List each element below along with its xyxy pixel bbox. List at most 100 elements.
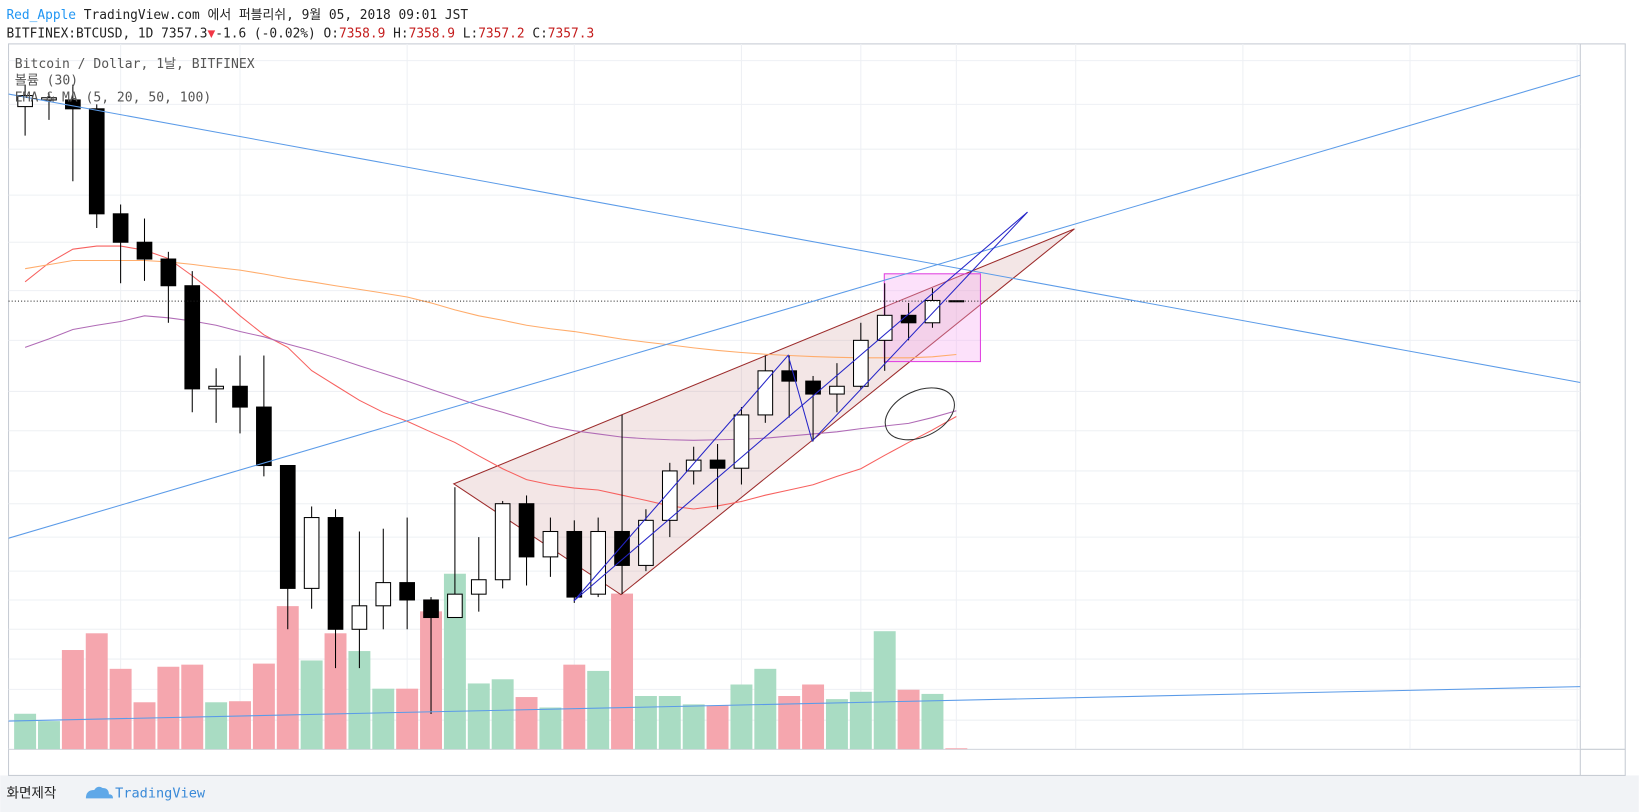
volume-bar	[754, 668, 777, 750]
volume-bar	[38, 721, 60, 750]
candle-body	[279, 464, 296, 589]
brand-logo	[85, 786, 114, 799]
header-segment: 7358.9	[409, 27, 455, 42]
volume-bar	[157, 666, 180, 750]
legend-ma: EMA & MA (5, 20, 50, 100)	[15, 90, 211, 105]
candle-body	[638, 519, 654, 566]
candle-body	[494, 503, 511, 581]
candle-body	[590, 530, 607, 595]
candle-body	[41, 97, 57, 101]
candle-body	[876, 314, 893, 341]
header-segment: C:	[525, 27, 548, 42]
header-segment: -1.6 (-0.02%)	[215, 27, 316, 42]
volume-bar	[348, 651, 371, 750]
volume-bar	[921, 693, 944, 750]
ma-line	[25, 259, 957, 359]
ma-lines	[24, 245, 957, 510]
candle-body	[88, 108, 105, 215]
volume-bar	[730, 684, 753, 750]
volume-bar	[85, 633, 108, 750]
volume-bar	[778, 696, 801, 750]
candle-body	[781, 370, 798, 382]
candle-body	[399, 582, 415, 601]
volume-bar	[539, 707, 562, 750]
volume-bar	[897, 689, 920, 750]
brand[interactable]: TradingView	[115, 785, 206, 801]
header-segment: L:	[455, 27, 478, 42]
candle-body	[852, 339, 869, 387]
volume-bar	[825, 699, 848, 750]
candle-body	[423, 599, 439, 619]
legend-title: Bitcoin / Dollar, 1날, BITFINEX	[15, 57, 255, 72]
volume-bar	[682, 704, 705, 750]
candle-body	[733, 414, 750, 469]
candle-body	[256, 406, 272, 467]
candle-body	[661, 470, 678, 521]
candle-body	[685, 459, 702, 472]
candle-body	[470, 579, 487, 595]
candle-body	[900, 314, 917, 324]
trend-line	[8, 74, 1581, 539]
header-segment: 7357.2	[478, 27, 524, 42]
candle-body	[160, 258, 177, 287]
volume-bar	[802, 684, 825, 750]
zigzag	[573, 211, 1028, 602]
volume-bar	[276, 606, 299, 750]
volume-bar	[133, 702, 156, 750]
volume-bar	[300, 660, 323, 750]
volume-bar	[491, 679, 514, 750]
volume-bar	[945, 748, 968, 750]
volume-bar	[587, 670, 610, 750]
header-segment: H:	[385, 27, 408, 42]
volume-bar	[229, 701, 251, 750]
volume-bar	[109, 668, 132, 750]
volume-bar	[611, 593, 634, 750]
ma-line	[24, 245, 957, 510]
volume-bar	[61, 650, 84, 750]
ellipse	[884, 387, 955, 441]
header: Red_Apple TradingView.com 에서 퍼블리쉬, 9월 05…	[6, 8, 594, 42]
volume-bar	[372, 688, 395, 750]
volume-bar	[181, 664, 204, 750]
candle-body	[805, 380, 821, 395]
volume-bar	[634, 696, 657, 750]
volume-bar	[706, 705, 729, 750]
volume-bar	[467, 683, 490, 750]
header-line2: BITFINEX:BTCUSD, 1D 7357.3▼-1.6 (-0.02%)…	[6, 27, 594, 42]
candle-body	[375, 582, 392, 607]
trend-line	[8, 93, 1581, 384]
volume-bar	[205, 702, 228, 750]
candle-body	[709, 459, 726, 469]
candle-body	[208, 385, 224, 390]
candle-body	[184, 285, 201, 390]
candle-body	[112, 213, 129, 243]
candle-body	[136, 241, 153, 260]
footer-bar	[0, 775, 1639, 812]
header-segment: Red_Apple	[6, 8, 76, 23]
header-segment: BITFINEX:BTCUSD, 1D 7357.3	[6, 27, 207, 42]
legend-volume: 볼륨 (30)	[15, 74, 78, 89]
ma-line	[24, 315, 957, 441]
volume-bar	[14, 713, 37, 750]
candle-body	[518, 503, 535, 558]
trend-line	[8, 686, 1581, 722]
drawings-over	[8, 74, 1581, 722]
volume-bar	[658, 696, 681, 750]
candle-body	[924, 299, 941, 324]
header-segment: 7358.9	[339, 27, 385, 42]
candle-body	[303, 517, 320, 589]
header-segment: ▼	[208, 27, 216, 42]
header-line1: Red_Apple TradingView.com 에서 퍼블리쉬, 9월 05…	[6, 8, 468, 23]
volume-bar	[873, 631, 896, 750]
volume-bar	[563, 664, 586, 750]
header-segment: O:	[316, 27, 339, 42]
candle-body	[542, 530, 559, 558]
header-segment: TradingView.com 에서 퍼블리쉬, 9월 05, 2018 09:…	[76, 8, 468, 23]
candle-body	[17, 95, 33, 108]
candle-body	[447, 593, 463, 619]
volume-bar	[324, 633, 347, 750]
volume-bar	[396, 688, 419, 750]
volume-bar	[515, 697, 538, 750]
